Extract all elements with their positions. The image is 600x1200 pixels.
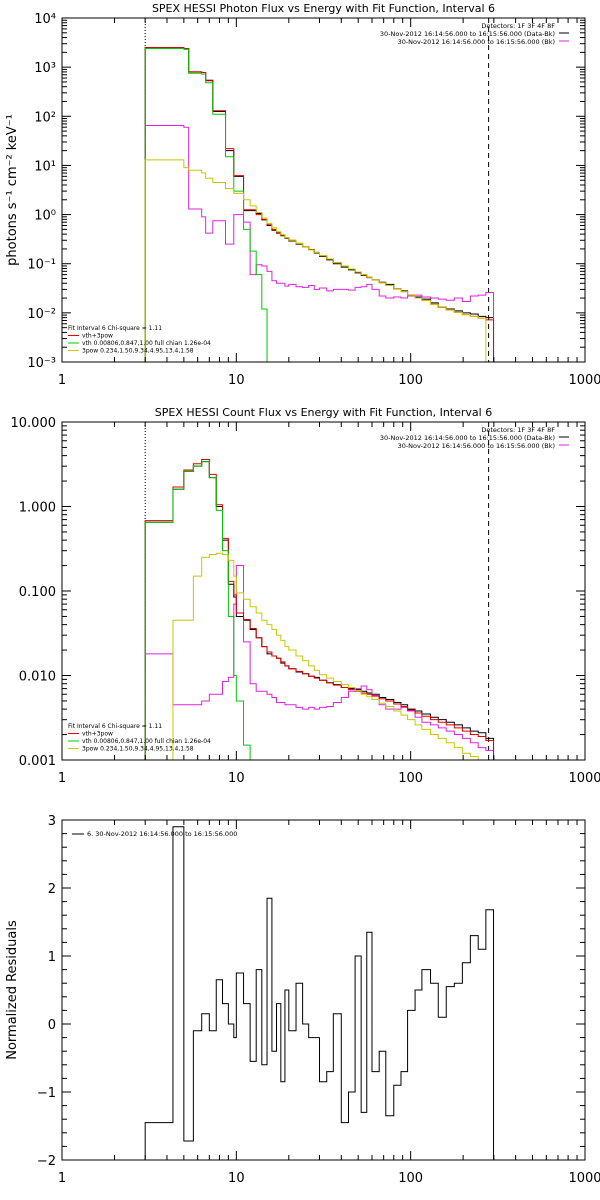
photon-flux-panel: SPEX HESSI Photon Flux vs Energy with Fi… bbox=[0, 0, 600, 400]
y-axis-label: Normalized Residuals bbox=[5, 920, 20, 1060]
series-group bbox=[144, 47, 495, 362]
series-line bbox=[144, 124, 495, 362]
residuals-chart: 1 10 100 1000 −2 −1 0 1 2 3 Normalized Residuals 6.… bbox=[5, 814, 600, 1186]
fit-text: vth+3pow bbox=[82, 333, 113, 340]
info-line: 30-Nov-2012 16:14:56.000 to 16:15:56.000… bbox=[398, 442, 555, 450]
y-tick-label: −1 bbox=[37, 1086, 56, 1101]
series-line bbox=[144, 47, 495, 362]
fit-text: Fit Interval 6 Chi-square = 1.11 bbox=[68, 723, 162, 730]
fit-text: vth 0.00806,0.847,1.00 full chian 1.26e-… bbox=[82, 340, 211, 347]
info-line: 30-Nov-2012 16:14:56.000 to 16:15:56.000… bbox=[380, 30, 555, 38]
x-tick-label: 1000 bbox=[568, 771, 600, 786]
y-tick-label: −2 bbox=[37, 1154, 56, 1169]
y-tick-label: 0 bbox=[48, 1018, 56, 1033]
plot-frame bbox=[61, 17, 586, 363]
fit-text: 3pow 0.234,1.50,9.34,4.95,13.4,1.58 bbox=[82, 348, 194, 355]
y-tick-label: 0.010 bbox=[19, 670, 56, 685]
y-tick-label: 0.001 bbox=[19, 754, 56, 769]
photon-flux-chart: SPEX HESSI Photon Flux vs Energy with Fi… bbox=[5, 2, 600, 388]
y-tick-label: 10⁻³ bbox=[27, 356, 56, 371]
x-tick-label: 1 bbox=[58, 373, 66, 388]
count-flux-chart: SPEX HESSI Count Flux vs Energy with Fit… bbox=[11, 406, 600, 786]
series-line bbox=[144, 461, 263, 760]
y-tick-label: 10⁴ bbox=[34, 12, 56, 27]
y-tick-label: 10² bbox=[34, 110, 56, 125]
legend-text: 6. 30-Nov-2012 16:14:56.000 to 16:15:56.… bbox=[87, 830, 237, 838]
y-tick-label: 10⁰ bbox=[34, 209, 56, 224]
x-tick-label: 1 bbox=[58, 771, 66, 786]
fit-text: vth 0.00806,0.847,1.00 full chian 1.26e-… bbox=[82, 738, 211, 745]
y-tick-label: 0.100 bbox=[19, 585, 56, 600]
x-tick-label: 1000 bbox=[568, 1171, 600, 1186]
x-tick-label: 10 bbox=[228, 373, 245, 388]
count-flux-panel: SPEX HESSI Count Flux vs Energy with Fit… bbox=[0, 400, 600, 800]
series-line bbox=[144, 461, 495, 760]
x-tick-label: 100 bbox=[398, 771, 423, 786]
y-axis-label: photons s⁻¹ cm⁻² keV⁻¹ bbox=[5, 114, 20, 266]
y-tick-label: 10.000 bbox=[11, 416, 57, 431]
chart-title: SPEX HESSI Count Flux vs Energy with Fit… bbox=[155, 406, 492, 419]
y-tick-label: 1 bbox=[48, 950, 56, 965]
series-line bbox=[144, 458, 495, 760]
x-tick-label: 1000 bbox=[568, 373, 600, 388]
y-tick-label: 3 bbox=[48, 814, 56, 829]
y-tick-label: 10¹ bbox=[34, 159, 56, 174]
y-tick-label: 1.000 bbox=[19, 501, 56, 516]
x-tick-label: 100 bbox=[398, 373, 423, 388]
info-line: 30-Nov-2012 16:14:56.000 to 16:15:56.000… bbox=[380, 434, 555, 442]
x-tick-label: 1 bbox=[58, 1171, 66, 1186]
info-line: 30-Nov-2012 16:14:56.000 to 16:15:56.000… bbox=[398, 38, 555, 46]
x-tick-label: 10 bbox=[228, 771, 245, 786]
x-tick-label: 10 bbox=[228, 1171, 245, 1186]
chart-title: SPEX HESSI Photon Flux vs Energy with Fi… bbox=[152, 2, 495, 15]
series-line bbox=[144, 47, 273, 362]
fit-text: 3pow 0.234,1.50,9.34,4.95,13.4,1.58 bbox=[82, 746, 194, 753]
series-group bbox=[144, 826, 495, 1160]
series-line bbox=[144, 565, 495, 760]
series-line bbox=[144, 47, 495, 362]
fit-text: Fit Interval 6 Chi-square = 1.11 bbox=[68, 325, 162, 332]
fit-text: vth+3pow bbox=[82, 731, 113, 738]
residuals-panel: 1 10 100 1000 −2 −1 0 1 2 3 Normalized Residuals 6.… bbox=[0, 800, 600, 1200]
info-line: Detectors: 1F 3F 4F 8F bbox=[481, 22, 555, 30]
y-tick-label: 10⁻² bbox=[27, 307, 56, 322]
series-line bbox=[144, 159, 494, 362]
plot-frame bbox=[61, 421, 586, 761]
series-line bbox=[145, 552, 494, 760]
series-line bbox=[144, 826, 495, 1160]
y-tick-label: 10³ bbox=[34, 61, 56, 76]
plot-frame bbox=[61, 819, 586, 1161]
info-line: Detectors: 1F 3F 4F 8F bbox=[481, 426, 555, 434]
x-tick-label: 100 bbox=[398, 1171, 423, 1186]
y-tick-label: 10⁻¹ bbox=[27, 258, 56, 273]
series-group bbox=[144, 458, 495, 760]
y-tick-label: 2 bbox=[48, 882, 56, 897]
